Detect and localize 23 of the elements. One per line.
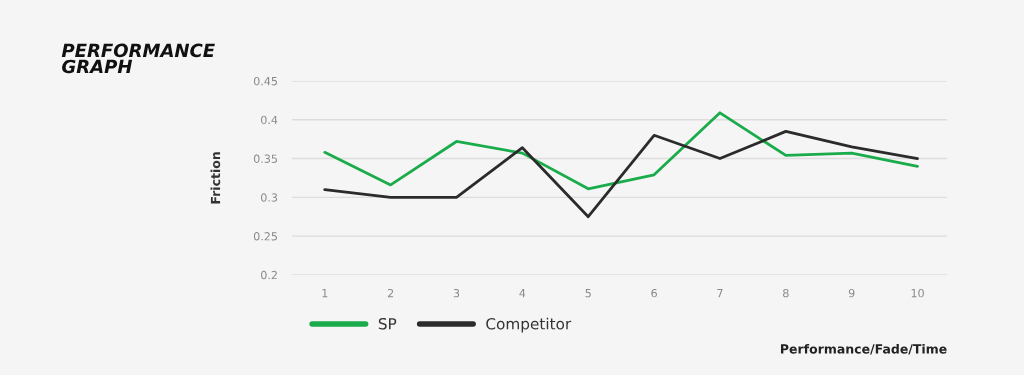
y-tick-label: 0.4 [261, 115, 278, 125]
x-tick-label: 6 [651, 288, 657, 298]
x-tick-label: 7 [717, 289, 723, 298]
x-tick-label: 3 [453, 288, 460, 298]
text: PERFORMANCE GRAPH [61, 43, 215, 74]
y-tick-label: 0.2 [261, 270, 277, 280]
y-tick-label: 0.45 [253, 76, 277, 86]
x-tick-label: 1 [322, 289, 328, 298]
line-series [323, 130, 919, 219]
x-tick-label: 10 [911, 288, 924, 298]
x-tick-label: 2 [387, 288, 394, 298]
line-series [323, 111, 919, 191]
x-tick-label: 8 [783, 288, 789, 298]
y-tick-label: 0.25 [253, 232, 277, 241]
y-axis-title: Friction [210, 152, 221, 204]
x-tick-label: 4 [519, 289, 526, 298]
legend-label: Competitor [486, 317, 572, 333]
x-tick-label: 9 [848, 288, 855, 298]
x-tick-label: 5 [585, 289, 591, 298]
legend-label: SP [378, 317, 397, 330]
y-tick-label: 0.3 [261, 193, 278, 202]
x-axis-title: Performance/Fade/Time [780, 343, 947, 355]
y-tick-label: 0.35 [253, 154, 277, 163]
